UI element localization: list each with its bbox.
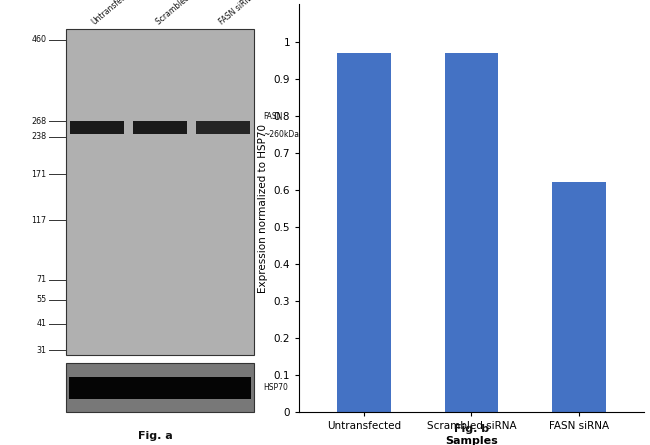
Bar xyxy=(196,121,250,134)
Bar xyxy=(66,364,254,412)
Text: 460: 460 xyxy=(31,35,46,44)
Bar xyxy=(337,53,391,413)
Bar xyxy=(70,121,124,134)
Text: FASN siRNA: FASN siRNA xyxy=(217,0,257,27)
Bar xyxy=(445,53,499,413)
X-axis label: Samples: Samples xyxy=(445,436,498,445)
Bar xyxy=(69,377,252,399)
Bar xyxy=(552,182,606,413)
Y-axis label: Expression normalized to HSP70: Expression normalized to HSP70 xyxy=(258,124,268,293)
Bar xyxy=(66,28,254,355)
Text: HSP70: HSP70 xyxy=(263,383,288,392)
Text: Fig. a: Fig. a xyxy=(138,431,173,441)
Text: 55: 55 xyxy=(36,295,46,304)
Bar xyxy=(133,121,187,134)
Text: 238: 238 xyxy=(31,132,46,141)
Text: ~260kDa: ~260kDa xyxy=(263,130,300,139)
Text: Untransfected: Untransfected xyxy=(90,0,138,27)
Text: 71: 71 xyxy=(36,275,46,284)
Text: 31: 31 xyxy=(36,346,46,355)
Text: Scrambled siRNA: Scrambled siRNA xyxy=(154,0,211,27)
Text: 171: 171 xyxy=(31,170,46,178)
Text: FASN: FASN xyxy=(263,112,283,121)
Text: 117: 117 xyxy=(31,216,46,225)
Text: Fig. b: Fig. b xyxy=(454,424,489,434)
Text: 268: 268 xyxy=(31,117,46,125)
Text: 41: 41 xyxy=(36,320,46,328)
